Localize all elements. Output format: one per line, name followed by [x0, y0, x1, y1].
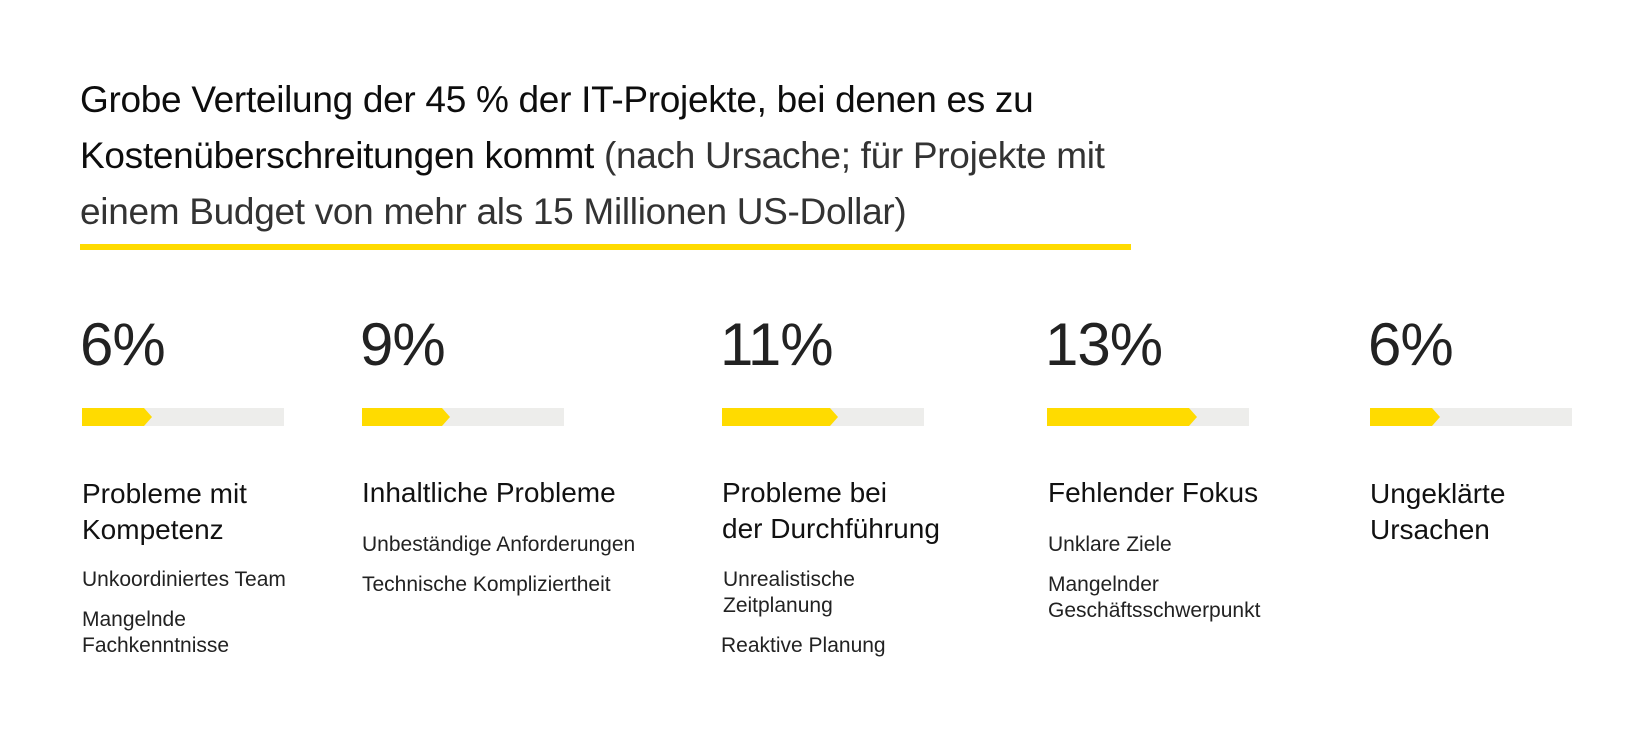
category-column-content: 9% Inhaltliche Probleme Unbeständige Anf… [360, 300, 635, 596]
subcategory-list: Unbeständige Anforderungen Technische Ko… [362, 532, 682, 612]
subcategory-item: Technische Kompliziertheit [362, 573, 611, 596]
category-column-execution: 11% Probleme bei der Durchführung Unreal… [720, 300, 940, 657]
subcategory-item: Unbeständige Anforderungen [362, 533, 636, 556]
subcategory-item: Mangelnder Geschäftsschwerpunkt [1048, 573, 1261, 622]
category-heading: Ungeklärte Ursachen [1370, 478, 1506, 545]
percent-value: 6% [80, 311, 166, 378]
title-subtitle: (nach Ursache; für Projekte mit einem Bu… [80, 135, 1105, 232]
title-main: Grobe Verteilung der 45 % der IT-Projekt… [80, 79, 1034, 176]
category-column-unexplained: 6% Ungeklärte Ursachen [1368, 300, 1572, 545]
percent-value: 6% [1368, 311, 1454, 378]
category-heading: Fehlender Fokus [1048, 477, 1259, 508]
subcategory-item: Reaktive Planung [721, 634, 886, 657]
category-column-competence: 6% Probleme mit Kompetenz Unkoordinierte… [80, 300, 286, 657]
progress-bar [1370, 408, 1572, 426]
subcategory-item: Mangelnde Fachkenntnisse [82, 608, 230, 657]
percent-value: 13% [1045, 311, 1163, 378]
chart-title: Grobe Verteilung der 45 % der IT-Projekt… [80, 72, 1140, 240]
subcategory-list: Unkoordiniertes Team Mangelnde Fachkennt… [82, 567, 402, 673]
percent-value: 9% [360, 311, 446, 378]
category-heading: Probleme mit Kompetenz [82, 478, 247, 545]
title-underline [80, 244, 1131, 250]
percent-value: 11% [720, 311, 834, 378]
progress-bar [722, 408, 924, 426]
subcategory-item: Unkoordiniertes Team [82, 568, 286, 591]
subcategory-item: Unrealistische Zeitplanung [723, 568, 855, 617]
category-heading: Probleme bei der Durchführung [722, 477, 940, 544]
subcategory-list: Unklare Ziele Mangelnder Geschäftsschwer… [1048, 532, 1368, 638]
subcategory-item: Unklare Ziele [1048, 533, 1172, 556]
category-column-focus: 13% Fehlender Fokus Unklare Ziele Mangel… [1045, 300, 1260, 622]
progress-bar [362, 408, 564, 426]
progress-bar [1047, 408, 1249, 426]
progress-bar [82, 408, 284, 426]
category-heading: Inhaltliche Probleme [362, 477, 616, 508]
subcategory-list: Unrealistische Zeitplanung Reaktive Plan… [721, 567, 1043, 673]
